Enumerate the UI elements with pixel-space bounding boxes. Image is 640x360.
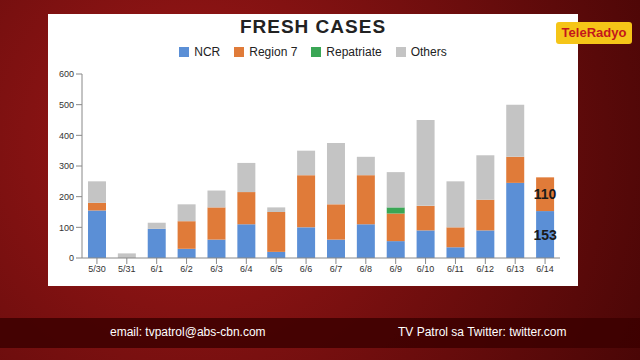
- html-text:FRESH CASES: FRESH CASES: [239, 16, 387, 37]
- html-text:TV Patrol sa Twitter: twitter.: TV Patrol sa Twitter: twitter.com: [398, 325, 567, 339]
- svg-text:6/11: 6/11: [447, 264, 464, 274]
- svg-text:6/5: 6/5: [270, 264, 283, 274]
- svg-text:5/31: 5/31: [118, 264, 136, 274]
- svg-text:6/6: 6/6: [300, 264, 313, 274]
- svg-text:6/4: 6/4: [240, 264, 253, 274]
- svg-text:0: 0: [69, 253, 74, 263]
- svg-text:6/12: 6/12: [477, 264, 495, 274]
- html-text:Others: Others: [410, 45, 447, 59]
- svg-text:100: 100: [59, 223, 74, 233]
- html-text:email: tvpatrol@abs-cbn.com: email: tvpatrol@abs-cbn.com: [110, 325, 266, 339]
- svg-text:6/8: 6/8: [360, 264, 373, 274]
- html-text:Region 7: Region 7: [249, 45, 298, 59]
- svg-text:400: 400: [59, 131, 74, 141]
- html-text:NCR: NCR: [194, 45, 221, 59]
- svg-text:153: 153: [533, 227, 557, 243]
- svg-text:6/10: 6/10: [417, 264, 435, 274]
- svg-text:6/2: 6/2: [180, 264, 193, 274]
- html-text:Repatriate: Repatriate: [326, 45, 382, 59]
- svg-text:6/14: 6/14: [536, 264, 554, 274]
- svg-text:6/1: 6/1: [150, 264, 163, 274]
- svg-text:6/13: 6/13: [506, 264, 524, 274]
- svg-text:300: 300: [59, 161, 74, 171]
- svg-text:5/30: 5/30: [88, 264, 106, 274]
- svg-text:110: 110: [534, 186, 557, 202]
- svg-text:500: 500: [59, 100, 74, 110]
- svg-text:600: 600: [59, 69, 74, 79]
- svg-text:6/7: 6/7: [330, 264, 343, 274]
- svg-text:200: 200: [59, 192, 74, 202]
- html-text:TeleRadyo: TeleRadyo: [561, 25, 627, 40]
- svg-text:6/9: 6/9: [389, 264, 402, 274]
- svg-text:6/3: 6/3: [210, 264, 223, 274]
